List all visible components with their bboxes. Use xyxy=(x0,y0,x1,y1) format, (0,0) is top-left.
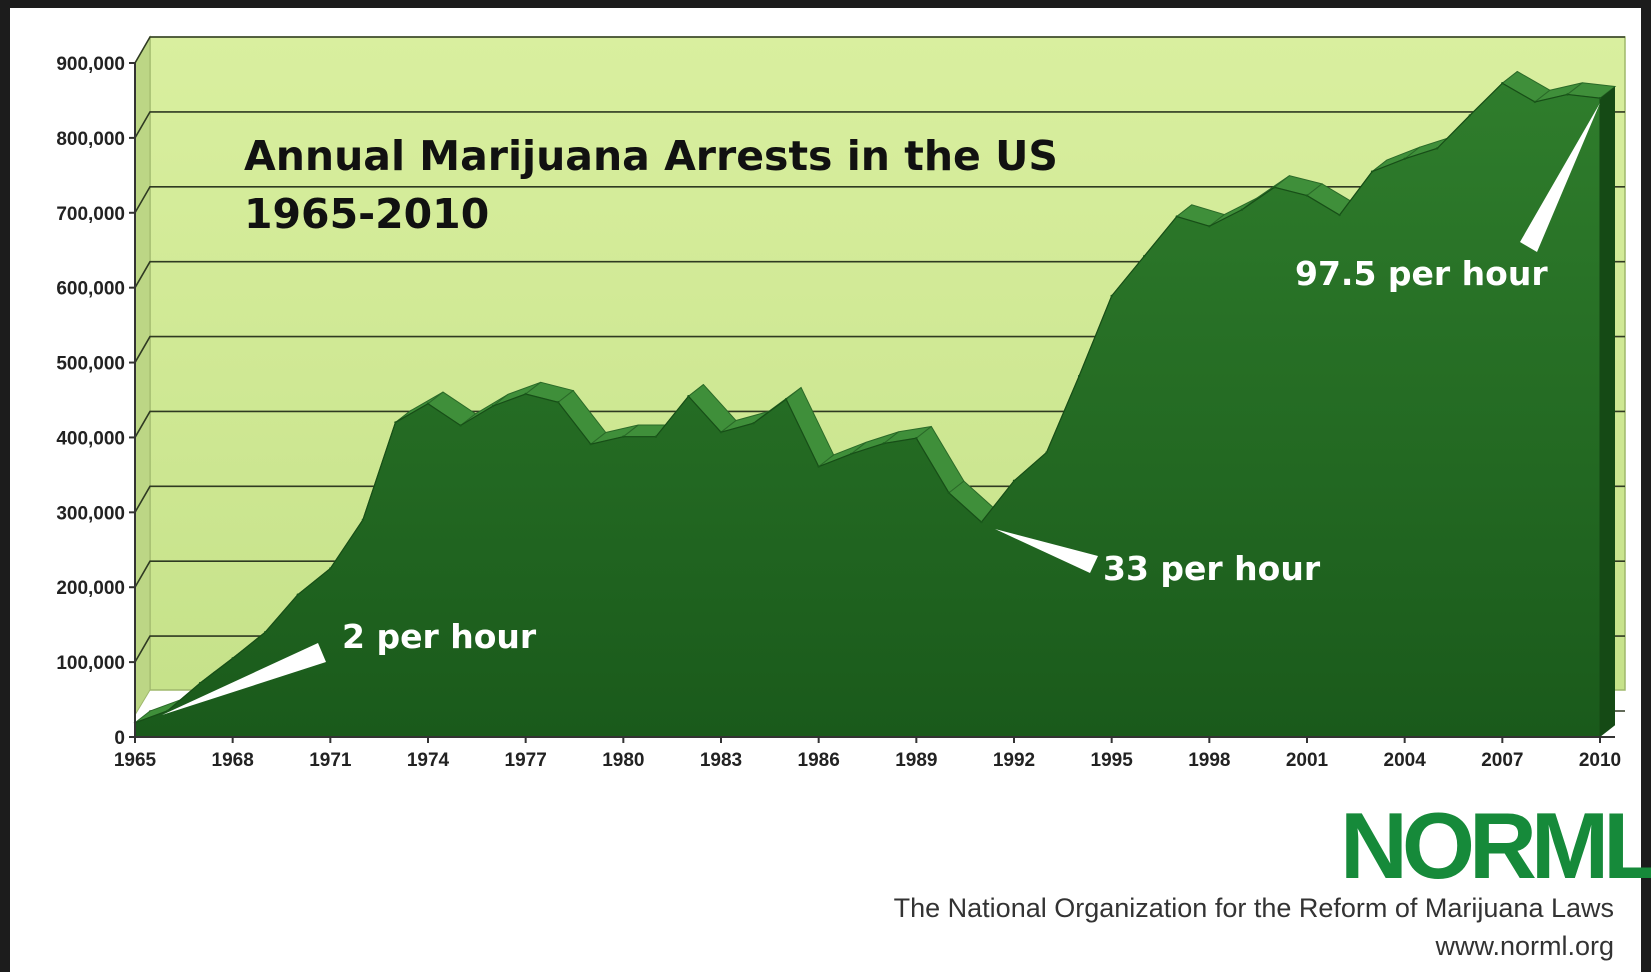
data-point xyxy=(1077,374,1081,378)
data-point xyxy=(1240,208,1244,211)
chart-title-line2: 1965-2010 xyxy=(244,190,489,238)
x-tick-label: 1989 xyxy=(895,750,937,771)
data-point xyxy=(329,567,332,570)
data-point xyxy=(622,435,625,438)
data-point xyxy=(1436,147,1439,150)
data-point xyxy=(198,681,202,685)
data-point xyxy=(1468,114,1471,117)
x-tick-label: 1971 xyxy=(309,750,352,771)
annotation-pointer-1991 xyxy=(995,529,1098,573)
data-point xyxy=(915,436,918,440)
data-point xyxy=(752,422,755,425)
y-tick-label: 300,000 xyxy=(56,503,125,524)
data-point xyxy=(1598,96,1602,100)
gridline xyxy=(134,260,1625,289)
data-point xyxy=(687,395,690,398)
annotation-label-1965: 2 per hour xyxy=(342,617,537,656)
plot-side-wall xyxy=(134,35,151,717)
x-tick-label: 1998 xyxy=(1188,750,1230,771)
data-point xyxy=(361,518,365,522)
data-point xyxy=(1175,215,1178,218)
data-point xyxy=(1403,157,1406,161)
data-point xyxy=(1143,255,1146,258)
data-point xyxy=(231,657,234,660)
data-point xyxy=(426,402,430,405)
data-point xyxy=(1012,479,1016,483)
data-point xyxy=(1370,170,1374,173)
x-tick-label: 2001 xyxy=(1286,750,1329,771)
y-tick-label: 600,000 xyxy=(56,279,125,300)
x-tick-label: 1965 xyxy=(114,750,157,771)
x-tick-label: 2007 xyxy=(1481,750,1523,771)
data-point xyxy=(1566,93,1569,96)
area-side-face xyxy=(1600,86,1615,737)
data-point xyxy=(980,520,983,524)
data-point xyxy=(1208,225,1211,228)
norml-logo: NORML xyxy=(1340,793,1651,898)
annotation-label-1991: 33 per hour xyxy=(1103,549,1321,588)
website-url: www.norml.org xyxy=(1434,931,1614,961)
data-point xyxy=(166,709,169,712)
data-point xyxy=(491,404,495,408)
x-tick-label: 1983 xyxy=(700,750,742,771)
annotation-pointer-2010 xyxy=(1520,103,1600,252)
y-tick-label: 400,000 xyxy=(56,428,125,449)
data-point xyxy=(296,593,299,596)
data-point xyxy=(1305,194,1309,197)
data-point xyxy=(719,431,723,434)
annotation-pointer-1965 xyxy=(162,643,326,715)
organization-name: The National Organization for the Reform… xyxy=(894,893,1614,923)
x-tick-label: 1992 xyxy=(993,750,1035,771)
y-tick-label: 100,000 xyxy=(56,653,125,674)
data-point xyxy=(524,392,527,396)
data-point xyxy=(589,442,592,446)
data-point xyxy=(1045,451,1048,454)
data-point xyxy=(784,398,788,401)
x-tick-label: 1977 xyxy=(505,750,547,771)
data-point xyxy=(1110,294,1113,298)
y-tick-label: 800,000 xyxy=(56,129,125,150)
data-area xyxy=(133,70,1617,738)
x-tick-label: 1980 xyxy=(602,750,644,771)
gridline xyxy=(134,36,1625,64)
data-point xyxy=(817,465,820,468)
data-point xyxy=(394,421,397,424)
x-tick-label: 1968 xyxy=(212,750,254,771)
gridline xyxy=(134,185,1625,214)
y-axis-ticks: 0 100,000 200,000 300,000 400,000 500,000 600,… xyxy=(56,54,135,749)
chart-title-line1: Annual Marijuana Arrests in the US xyxy=(244,132,1058,180)
data-point xyxy=(947,491,951,495)
data-point xyxy=(459,424,462,427)
data-point xyxy=(1338,213,1341,217)
x-tick-label: 2010 xyxy=(1579,750,1621,771)
y-tick-label: 0 xyxy=(114,728,125,749)
annotation-label-2010: 97.5 per hour xyxy=(1295,254,1548,293)
data-point xyxy=(654,435,658,438)
x-tick-label: 1986 xyxy=(798,750,840,771)
x-axis-ticks: 1965 1968 1971 1974 1977 1980 1983 1986 1989 1992… xyxy=(114,737,1621,771)
data-point xyxy=(1273,186,1276,189)
data-point xyxy=(1533,100,1537,104)
gridline xyxy=(134,111,1625,139)
y-tick-label: 900,000 xyxy=(56,54,125,75)
data-point xyxy=(557,401,560,404)
data-point xyxy=(264,630,267,634)
data-point xyxy=(1501,82,1504,85)
data-point xyxy=(850,452,853,456)
x-tick-label: 2004 xyxy=(1384,750,1427,771)
x-tick-label: 1974 xyxy=(407,750,450,771)
y-tick-label: 700,000 xyxy=(56,204,125,225)
x-tick-label: 1995 xyxy=(1091,750,1134,771)
y-tick-label: 200,000 xyxy=(56,578,125,599)
data-point xyxy=(882,442,885,445)
y-tick-label: 500,000 xyxy=(56,354,125,375)
